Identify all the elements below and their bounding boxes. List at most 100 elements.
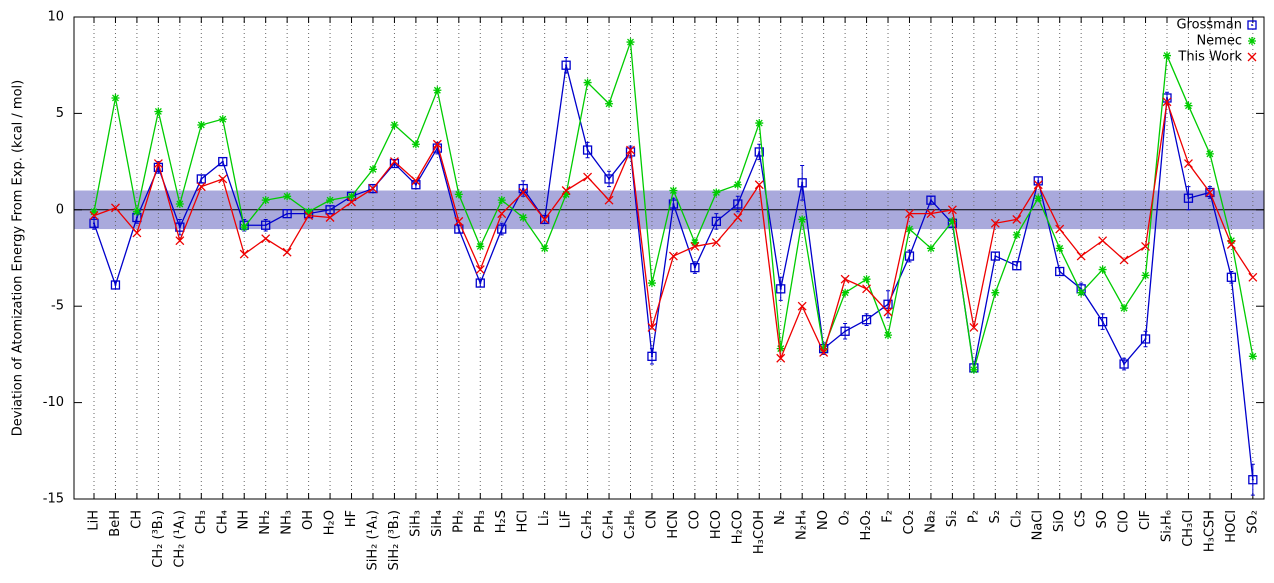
x-tick-label: C₂H₆: [623, 510, 638, 539]
marker-stroke: [454, 216, 464, 226]
x-tick-label: CO₂: [902, 510, 917, 535]
marker-stroke: [990, 218, 1000, 228]
marker-stroke: [1141, 271, 1150, 280]
marker-stroke: [1141, 241, 1150, 251]
marker-square: [604, 174, 614, 184]
data-point: [1205, 149, 1214, 158]
marker-square: [1205, 187, 1215, 198]
marker-square: [904, 251, 915, 261]
data-point: [1012, 261, 1022, 271]
data-point: [905, 225, 914, 234]
x-tick-label: HCN: [666, 510, 681, 539]
x-tick-label: SiH₃: [408, 510, 423, 537]
marker-stroke: [948, 217, 957, 226]
marker-stroke: [798, 215, 807, 224]
data-point: [626, 38, 635, 47]
data-point: [990, 251, 1000, 261]
marker-stroke: [1184, 159, 1193, 168]
marker-stroke: [969, 322, 979, 332]
data-point: [261, 234, 271, 244]
marker-square: [1248, 475, 1258, 485]
data-point: [497, 209, 507, 219]
data-point: [754, 180, 764, 190]
marker-stroke: [411, 176, 421, 186]
marker-stroke: [862, 284, 872, 294]
data-point: [926, 209, 936, 219]
data-point: [647, 351, 657, 361]
y-tick-label: -5: [51, 299, 64, 314]
marker-square: [797, 178, 807, 188]
marker-stroke: [282, 247, 292, 257]
marker-stroke: [1248, 272, 1258, 282]
marker-stroke: [540, 214, 550, 224]
marker-square: [840, 326, 850, 336]
data-point: [1248, 272, 1258, 282]
data-point: [690, 262, 700, 273]
marker-stroke: [240, 223, 249, 232]
data-point: [89, 211, 99, 221]
marker-stroke: [389, 157, 399, 167]
data-point: [583, 78, 592, 87]
data-point: [1140, 334, 1151, 344]
data-point: [626, 145, 635, 155]
marker-stroke: [497, 196, 506, 205]
x-tick-label: HCO: [709, 510, 724, 539]
data-point: [754, 147, 764, 157]
data-point: [712, 188, 721, 197]
data-point: [690, 241, 700, 251]
x-tick-label: SiH₂ (³B₁): [387, 510, 402, 570]
data-point: [1119, 255, 1129, 265]
data-point: [132, 207, 141, 216]
marker-stroke: [1055, 244, 1064, 253]
data-point: [347, 192, 356, 201]
x-tick-label: NO: [816, 510, 831, 530]
marker-stroke: [283, 192, 292, 201]
marker-stroke: [153, 159, 163, 168]
legend-marker: [1248, 37, 1256, 45]
data-point: [948, 217, 957, 226]
marker-stroke: [583, 78, 592, 87]
marker-stroke: [540, 244, 549, 253]
marker-stroke: [840, 274, 850, 284]
marker-stroke: [1120, 304, 1129, 313]
data-point: [239, 249, 249, 259]
data-point: [282, 247, 292, 257]
marker-square: [282, 209, 292, 219]
data-point: [561, 60, 571, 70]
data-point: [89, 218, 99, 228]
marker-stroke: [626, 38, 635, 47]
marker-stroke: [1227, 236, 1236, 245]
marker-stroke: [1033, 180, 1043, 190]
marker-stroke: [433, 86, 442, 95]
data-point: [1076, 251, 1086, 261]
data-point: [883, 307, 893, 317]
data-point: [1055, 224, 1065, 234]
data-point: [1227, 236, 1236, 245]
data-point: [110, 280, 121, 290]
x-tick-label: C₂H₄: [602, 510, 617, 539]
marker-stroke: [218, 115, 227, 124]
data-point: [733, 213, 743, 222]
marker-stroke: [90, 207, 98, 216]
marker-stroke: [562, 190, 571, 199]
x-tick-label: PH₂: [451, 510, 466, 533]
x-tick-label: N₂: [773, 510, 788, 525]
data-point: [218, 156, 228, 167]
data-point: [261, 196, 270, 205]
marker-stroke: [1119, 255, 1129, 265]
marker-square: [1247, 20, 1257, 30]
data-point: [862, 275, 871, 284]
marker-square: [368, 183, 378, 194]
marker-stroke: [583, 172, 593, 182]
marker-stroke: [1184, 101, 1193, 110]
data-point: [733, 199, 743, 209]
marker-stroke: [218, 174, 228, 184]
data-point: [690, 238, 699, 247]
marker-stroke: [1163, 51, 1171, 60]
marker-square: [711, 216, 721, 227]
data-point: [1184, 159, 1193, 168]
data-point: [883, 299, 893, 309]
data-point: [1162, 97, 1172, 107]
data-point: [583, 172, 593, 182]
data-point: [582, 145, 593, 155]
